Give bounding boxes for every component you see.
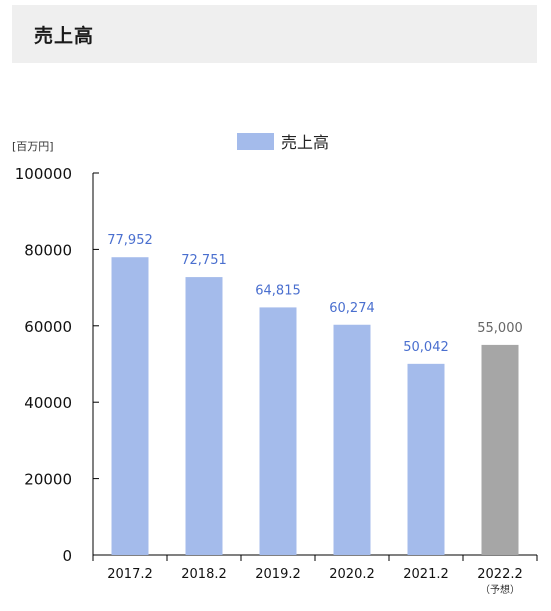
bar [333, 324, 371, 555]
bar-value-label: 50,042 [403, 340, 449, 355]
x-tick-label: 2019.2 [255, 567, 301, 582]
bar-value-label: 72,751 [181, 253, 227, 268]
x-tick-label: 2018.2 [181, 567, 227, 582]
y-tick-label: 100000 [15, 165, 72, 183]
bar [259, 307, 297, 555]
y-tick-label: 20000 [24, 471, 72, 489]
bar-value-label: 77,952 [107, 233, 153, 248]
y-tick-label: 80000 [24, 241, 72, 259]
x-tick-label: 2020.2 [329, 567, 375, 582]
legend-swatch [237, 133, 274, 150]
chart-axes: 100000 80000 60000 40000 20000 0 2017.2 2018.2 2… [15, 165, 538, 596]
bar-value-label: 55,000 [477, 321, 523, 336]
page-title: 売上高 [34, 25, 95, 47]
x-tick-label: 2021.2 [403, 567, 449, 582]
y-axis-unit-label: [百万円] [12, 140, 54, 153]
y-tick-label: 60000 [24, 318, 72, 336]
bar-value-label: 60,274 [329, 301, 375, 316]
bar [185, 277, 223, 555]
page-header: 売上高 [12, 5, 537, 63]
legend-label: 売上高 [281, 133, 329, 152]
x-tick-note: （予想） [480, 583, 520, 596]
bar [481, 344, 519, 555]
bar-value-label: 64,815 [255, 283, 301, 298]
y-tick-label: 40000 [24, 394, 72, 412]
bar [111, 257, 149, 555]
y-tick-label: 0 [62, 547, 72, 565]
chart-bars: 77,952 72,751 64,815 60,274 50,042 55,000 [107, 233, 523, 555]
bar [407, 363, 445, 555]
x-tick-label: 2017.2 [107, 567, 153, 582]
x-tick-label: 2022.2 [477, 567, 523, 582]
